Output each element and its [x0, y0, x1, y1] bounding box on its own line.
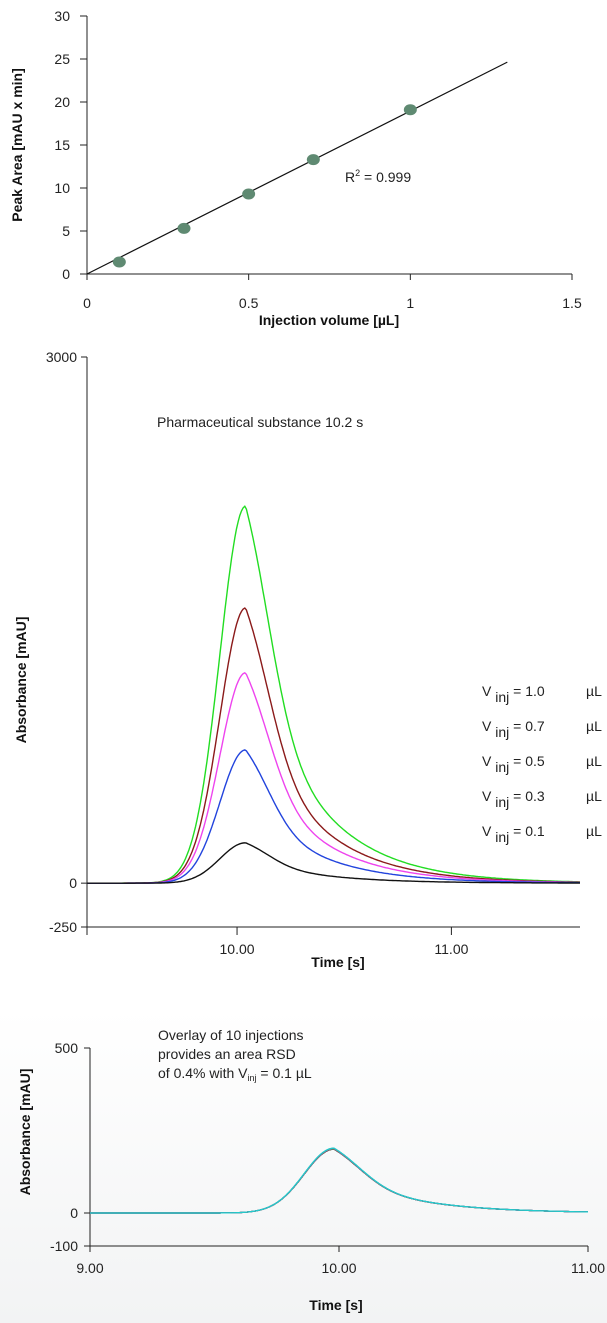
calibration-x-axis-title: Injection volume [µL] — [259, 312, 399, 328]
overlay-axes: 500 0 -100 9.00 10.00 11.00 — [50, 1040, 605, 1276]
legend-entry: V inj = 1.0 µL — [482, 683, 602, 705]
overlay-injection-line — [90, 1147, 588, 1214]
calibration-y-tick-label: 30 — [54, 8, 70, 24]
chromatogram-axes: 3000 0 -250 10.00 11.00 — [46, 349, 580, 957]
calibration-x-tick-label: 0 — [83, 295, 91, 311]
chromatogram-x-tick-label: 11.00 — [434, 941, 468, 957]
calibration-point — [177, 222, 191, 234]
overlay-injection-line — [90, 1148, 588, 1214]
overlay-injection-line — [90, 1147, 588, 1214]
legend-entry: V inj = 0.5 µL — [482, 753, 602, 775]
calibration-y-tick-label: 20 — [54, 94, 70, 110]
chromatogram-y-tick-label: -250 — [49, 919, 77, 935]
calibration-y-tick-label: 5 — [62, 223, 70, 239]
calibration-y-tick-label: 10 — [54, 180, 70, 196]
overlay-annotation-line-1: Overlay of 10 injections — [158, 1027, 304, 1043]
overlay-injection-line — [90, 1147, 588, 1214]
overlay-injection-line — [90, 1148, 588, 1214]
r-squared-label: R2 = 0.999 — [345, 168, 411, 185]
overlay-y-tick-label: 500 — [55, 1040, 79, 1056]
overlay-injection-line — [90, 1148, 588, 1214]
chromatogram-x-axis-title: Time [s] — [311, 954, 364, 970]
chromatogram-legend: V inj = 1.0 µL V inj = 0.7 µL V inj = 0.5 µL V… — [482, 683, 602, 845]
calibration-fit-line — [86, 61, 508, 275]
chromatogram-series-line — [87, 607, 581, 884]
calibration-point — [306, 154, 320, 166]
overlay-x-tick-label: 10.00 — [321, 1260, 356, 1276]
chromatogram-y-tick-label: 0 — [69, 875, 77, 891]
calibration-x-tick-label: 1.5 — [562, 295, 582, 311]
calibration-points — [112, 104, 417, 268]
chromatogram-y-axis-title: Absorbance [mAU] — [13, 617, 29, 744]
overlay-x-tick-label: 11.00 — [571, 1260, 605, 1276]
overlay-injection-line — [90, 1147, 588, 1214]
calibration-fit-line-group — [86, 61, 508, 275]
overlay-x-axis-title: Time [s] — [309, 1297, 362, 1313]
overlay-y-tick-label: -100 — [50, 1238, 78, 1254]
chromatogram-series-line — [87, 671, 580, 884]
overlay-injection-line — [90, 1147, 588, 1214]
calibration-y-tick-label: 15 — [54, 137, 70, 153]
overlay-annotation-line-3: of 0.4% with Vinj = 0.1 µL — [158, 1065, 312, 1083]
background-gradient — [0, 1010, 607, 1323]
chromatogram-y-tick-label: 3000 — [46, 349, 77, 365]
overlay-injection-line — [90, 1148, 588, 1214]
calibration-chart: 0 5 10 15 20 25 30 0 0.5 1 1.5 Peak Area [mAU x mi… — [9, 8, 582, 328]
legend-entry: V inj = 0.3 µL — [482, 788, 602, 810]
chromatogram-series-line — [87, 505, 580, 884]
calibration-y-tick-label: 0 — [62, 266, 70, 282]
calibration-point — [112, 256, 126, 268]
chromatogram-lines — [87, 505, 581, 884]
overlay-annotation-line-2: provides an area RSD — [158, 1046, 296, 1062]
overlay-x-tick-label: 9.00 — [76, 1260, 103, 1276]
chromatogram-series-line — [87, 842, 580, 884]
calibration-y-axis-title: Peak Area [mAU x min] — [9, 68, 25, 222]
calibration-point — [403, 104, 417, 116]
calibration-y-tick-label: 25 — [54, 51, 70, 67]
legend-entry: V inj = 0.7 µL — [482, 718, 602, 740]
calibration-x-tick-label: 0.5 — [239, 295, 259, 311]
chromatogram-x-tick-label: 10.00 — [220, 941, 255, 957]
chromatogram-series-line — [87, 749, 580, 884]
legend-entry: V inj = 0.1 µL — [482, 823, 602, 845]
overlay-injection-line — [90, 1148, 588, 1214]
calibration-point — [242, 188, 256, 200]
overlay-lines — [90, 1147, 588, 1214]
overlay-y-tick-label: 0 — [70, 1205, 78, 1221]
calibration-axes: 0 5 10 15 20 25 30 0 0.5 1 1.5 — [54, 8, 582, 311]
chromatogram-annotation: Pharmaceutical substance 10.2 s — [157, 414, 363, 430]
calibration-x-tick-label: 1 — [406, 295, 414, 311]
overlay-y-axis-title: Absorbance [mAU] — [17, 1069, 33, 1196]
